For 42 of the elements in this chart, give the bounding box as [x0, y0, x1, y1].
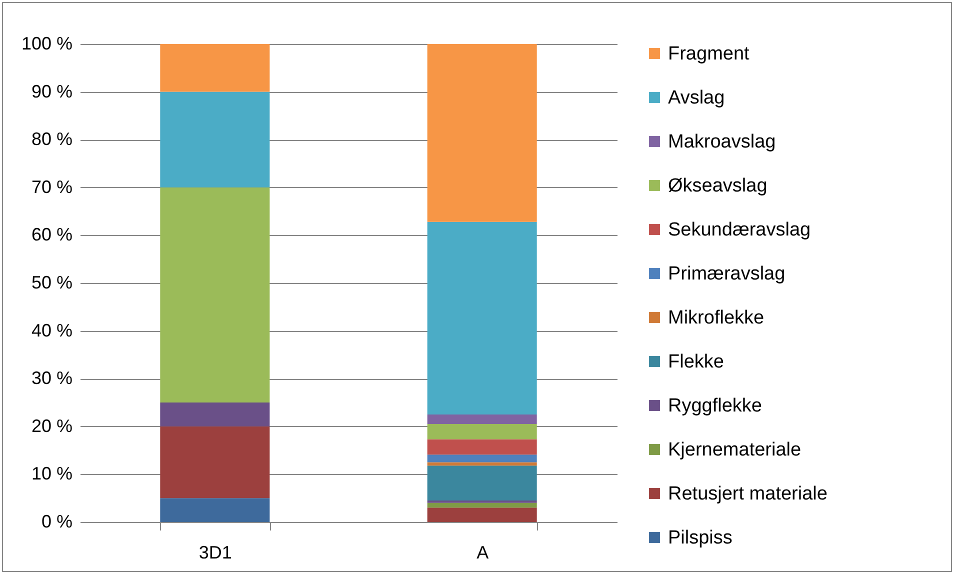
bar	[427, 439, 537, 455]
y-tick-label: 70 %	[31, 176, 72, 197]
legend-label: Retusjert materiale	[668, 484, 828, 504]
bar	[427, 44, 537, 222]
bar	[427, 222, 537, 414]
y-tick-label: 20 %	[31, 416, 72, 436]
y-tick-label: 100 %	[21, 34, 72, 54]
bar	[160, 426, 270, 498]
legend-label: Ryggflekke	[668, 396, 762, 416]
y-tick-label: 50 %	[31, 272, 72, 292]
bar	[427, 424, 537, 440]
bar	[427, 508, 537, 522]
legend-label: Makroavslag	[668, 132, 776, 152]
bar	[427, 502, 537, 508]
legend-label: Pilspiss	[668, 528, 732, 548]
bar	[427, 466, 537, 500]
bar	[427, 462, 537, 466]
legend-label: Mikroflekke	[668, 308, 764, 328]
y-tick-label: 80 %	[31, 129, 72, 150]
bar	[160, 92, 270, 188]
legend-label: Kjernemateriale	[668, 440, 802, 460]
x-tick-label: 3D1	[198, 542, 232, 562]
legend-label: Fragment	[668, 44, 750, 64]
y-tick-label: 0 %	[41, 512, 72, 532]
y-tick-label: 90 %	[31, 81, 72, 102]
legend-label: Avslag	[668, 88, 725, 108]
bar	[427, 454, 537, 462]
legend-label: Flekke	[668, 352, 724, 372]
bar	[160, 402, 270, 426]
y-tick-label: 40 %	[31, 320, 72, 340]
legend-label: Primæravslag	[668, 264, 786, 284]
legend-label: Økseavslag	[668, 176, 768, 196]
bar	[160, 498, 270, 522]
y-tick-label: 30 %	[31, 368, 72, 388]
bar	[427, 500, 537, 503]
x-tick-label: A	[476, 542, 489, 562]
y-tick-label: 60 %	[31, 224, 72, 245]
bar	[427, 414, 537, 424]
bar	[160, 187, 270, 402]
bar	[160, 44, 270, 92]
y-tick-label: 10 %	[31, 464, 72, 484]
legend-label: Sekundæravslag	[668, 220, 811, 240]
